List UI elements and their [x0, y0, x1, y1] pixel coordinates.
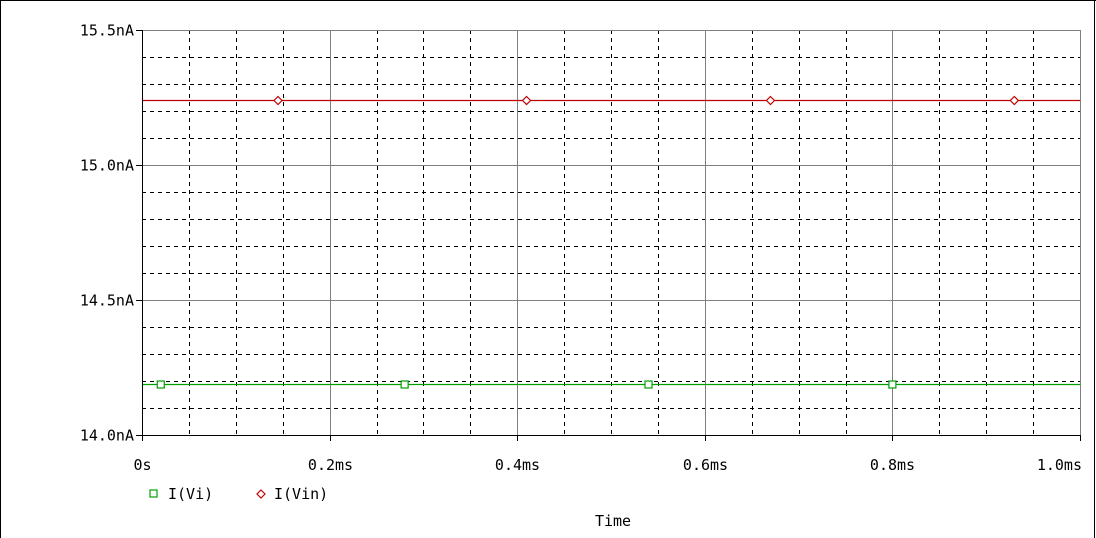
x-tick-label: 0s [133, 456, 151, 474]
legend-label-series-1: I(Vi) [168, 485, 213, 503]
axis-layer: 14.0nA 14.5nA 15.0nA 15.5nA 0s 0.2ms 0.4ms 0.6m… [80, 22, 1082, 475]
y-tick-label: 14.0nA [80, 427, 134, 445]
x-tick-label: 0.8ms [870, 456, 915, 474]
window-right-border [1094, 0, 1095, 538]
series-2-marker [521, 95, 532, 106]
series-2-marker [1009, 95, 1020, 106]
series-1-marker [156, 380, 165, 389]
series-1-marker [644, 380, 653, 389]
y-tick-label: 14.5nA [80, 292, 134, 310]
legend-label-series-2: I(Vin) [274, 485, 328, 503]
legend: I(Vi) I(Vin) [149, 485, 328, 503]
y-tick-label: 15.0nA [80, 157, 134, 175]
y-tick-label: 15.5nA [80, 22, 134, 40]
x-axis-title: Time [595, 512, 631, 530]
window-top-border [0, 0, 1096, 1]
x-tick-label: 0.4ms [495, 456, 540, 474]
series-1-marker [400, 380, 409, 389]
series-2-marker [765, 95, 776, 106]
legend-marker-square [149, 489, 158, 498]
series-1-marker [888, 380, 897, 389]
x-tick-label: 1.0ms [1037, 456, 1082, 474]
series-2-marker [273, 95, 283, 106]
window-left-border [0, 0, 1, 538]
grid-layer [142, 30, 1081, 436]
x-tick-label: 0.2ms [308, 456, 353, 474]
legend-marker-diamond [256, 489, 266, 499]
x-tick-label: 0.6ms [683, 456, 728, 474]
series-layer [142, 95, 1080, 389]
